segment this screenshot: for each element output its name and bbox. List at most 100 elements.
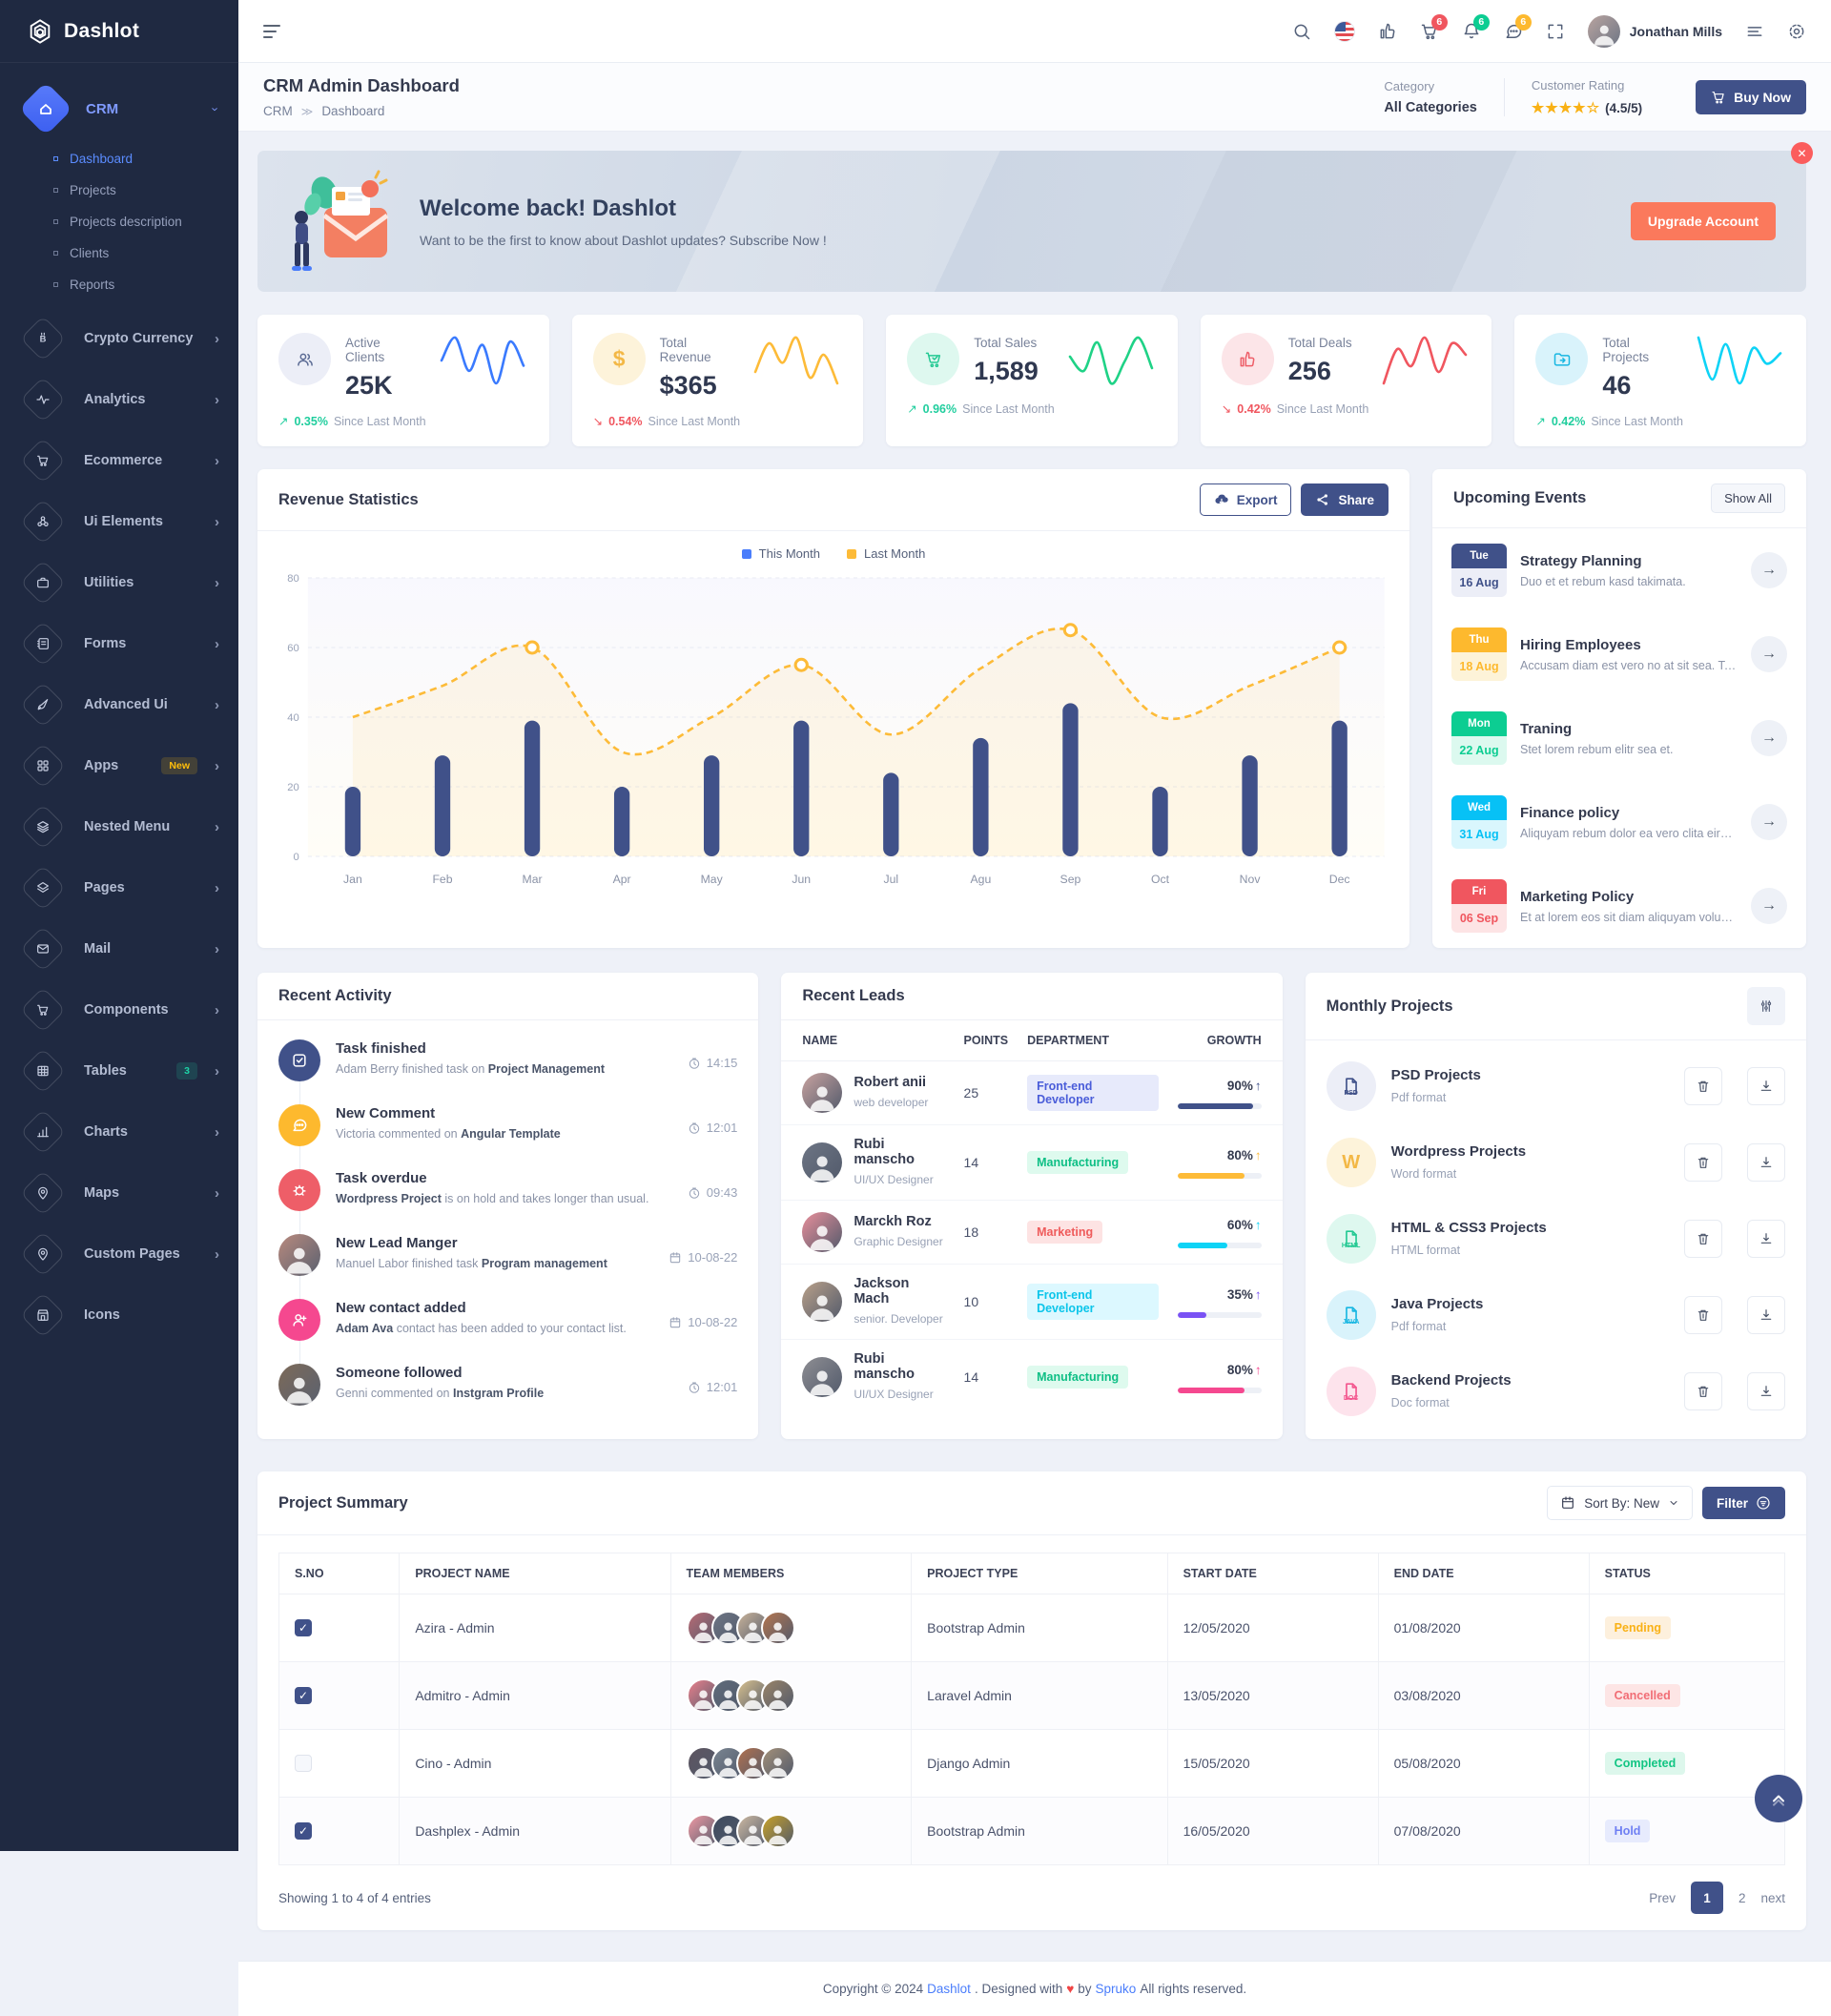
sidebar-item-forms[interactable]: Forms› — [0, 613, 238, 674]
sort-by-dropdown[interactable]: Sort By: New — [1547, 1486, 1693, 1520]
sidebar-item-ui-elements[interactable]: Ui Elements› — [0, 491, 238, 552]
table-row[interactable]: ✓ Cino - Admin Django Admin 15/05/2020 0… — [279, 1730, 1785, 1798]
cart-icon[interactable]: 6 — [1420, 22, 1439, 41]
gear-icon[interactable] — [1787, 22, 1806, 41]
download-button[interactable] — [1747, 1143, 1785, 1182]
delete-button[interactable] — [1684, 1220, 1722, 1258]
pagination-page-1[interactable]: 1 — [1691, 1882, 1723, 1914]
user-menu[interactable]: Jonathan Mills — [1588, 15, 1722, 48]
table-row[interactable]: Jackson Mach senior. Developer 10 Front-… — [781, 1265, 1282, 1340]
sidebar-group-crm[interactable]: CRM › — [0, 78, 238, 141]
footer-company-link[interactable]: Spruko — [1096, 1982, 1137, 1996]
legend-last-month[interactable]: Last Month — [847, 546, 925, 561]
sidebar-item-ecommerce[interactable]: Ecommerce› — [0, 430, 238, 491]
table-row[interactable]: Rubi manscho UI/UX Designer 14 Manufactu… — [781, 1340, 1282, 1415]
sidebar-item-projects[interactable]: Projects — [0, 175, 238, 206]
arrow-right-icon[interactable]: → — [1751, 804, 1787, 840]
table-row[interactable]: ✓ Dashplex - Admin Bootstrap Admin 16/05… — [279, 1798, 1785, 1865]
column-header[interactable]: END DATE — [1378, 1553, 1589, 1594]
buy-now-button[interactable]: Buy Now — [1696, 80, 1806, 114]
table-row[interactable]: Rubi manscho UI/UX Designer 14 Manufactu… — [781, 1125, 1282, 1201]
sparkline-chart — [1379, 333, 1471, 388]
logo[interactable]: Dashlot — [0, 0, 238, 63]
table-row[interactable]: Robert anii web developer 25 Front-end D… — [781, 1061, 1282, 1125]
column-header[interactable]: STATUS — [1589, 1553, 1784, 1594]
row-checkbox[interactable]: ✓ — [295, 1822, 312, 1840]
arrow-right-icon[interactable]: → — [1751, 552, 1787, 588]
footer-brand-link[interactable]: Dashlot — [927, 1982, 971, 1996]
sidebar-item-analytics[interactable]: Analytics› — [0, 369, 238, 430]
app-title: Dashlot — [64, 20, 139, 43]
arrow-right-icon[interactable]: → — [1751, 888, 1787, 924]
sidebar-item-dashboard[interactable]: Dashboard — [0, 143, 238, 175]
sidebar-item-clients[interactable]: Clients — [0, 237, 238, 269]
sidebar-item-reports[interactable]: Reports — [0, 269, 238, 300]
upgrade-account-button[interactable]: Upgrade Account — [1631, 202, 1776, 240]
delete-button[interactable] — [1684, 1296, 1722, 1334]
breadcrumb-root[interactable]: CRM — [263, 104, 293, 118]
table-row[interactable]: Marckh Roz Graphic Designer 18 Marketing… — [781, 1201, 1282, 1265]
arrow-right-icon[interactable]: → — [1751, 720, 1787, 756]
column-header[interactable]: PROJECT NAME — [400, 1553, 670, 1594]
column-header[interactable]: START DATE — [1167, 1553, 1378, 1594]
download-button[interactable] — [1747, 1067, 1785, 1105]
row-checkbox[interactable]: ✓ — [295, 1687, 312, 1704]
column-header[interactable]: GROWTH — [1168, 1020, 1283, 1061]
legend-this-month[interactable]: This Month — [742, 546, 820, 561]
project-title: PSD Projects — [1391, 1067, 1659, 1083]
pagination-prev[interactable]: Prev — [1649, 1891, 1676, 1905]
stat-title: Active Clients — [345, 336, 422, 364]
column-header[interactable]: PROJECT TYPE — [912, 1553, 1167, 1594]
delete-button[interactable] — [1684, 1143, 1722, 1182]
list-menu-icon[interactable] — [1745, 22, 1764, 41]
category-value[interactable]: All Categories — [1384, 100, 1477, 115]
download-button[interactable] — [1747, 1372, 1785, 1410]
fullscreen-icon[interactable] — [1546, 22, 1565, 41]
language-flag-icon[interactable] — [1334, 21, 1355, 42]
sidebar-item-projects-description[interactable]: Projects description — [0, 206, 238, 237]
sidebar-item-components[interactable]: Components› — [0, 979, 238, 1040]
arrow-right-icon[interactable]: → — [1751, 636, 1787, 672]
sidebar-item-charts[interactable]: Charts› — [0, 1101, 238, 1162]
column-header[interactable]: POINTS — [955, 1020, 1018, 1061]
delete-button[interactable] — [1684, 1372, 1722, 1410]
sidebar-item-mail[interactable]: Mail› — [0, 918, 238, 979]
pagination-page-2[interactable]: 2 — [1738, 1891, 1746, 1905]
notifications-bell-icon[interactable]: 6 — [1462, 22, 1481, 41]
column-header[interactable]: DEPARTMENT — [1018, 1020, 1168, 1061]
sidebar-item-nested-menu[interactable]: Nested Menu› — [0, 796, 238, 857]
table-row[interactable]: ✓ Azira - Admin Bootstrap Admin 12/05/20… — [279, 1594, 1785, 1662]
share-button[interactable]: Share — [1301, 483, 1389, 516]
scroll-to-top-button[interactable] — [1755, 1775, 1802, 1822]
sidebar-item-utilities[interactable]: Utilities› — [0, 552, 238, 613]
sidebar-item-pages[interactable]: Pages› — [0, 857, 238, 918]
close-icon[interactable]: ✕ — [1791, 142, 1813, 164]
sidebar-item-maps[interactable]: Maps› — [0, 1162, 238, 1224]
stat-percent: 0.35% — [294, 415, 327, 428]
menu-toggle-icon[interactable] — [263, 25, 280, 38]
export-button[interactable]: Export — [1200, 483, 1292, 516]
activity-item: New Comment Victoria commented on Angula… — [278, 1093, 737, 1158]
search-icon[interactable] — [1292, 22, 1311, 41]
download-button[interactable] — [1747, 1220, 1785, 1258]
sidebar-item-icons[interactable]: Icons — [0, 1285, 238, 1346]
row-checkbox[interactable]: ✓ — [295, 1619, 312, 1636]
pagination-next[interactable]: next — [1760, 1891, 1785, 1905]
messages-chat-icon[interactable]: 6 — [1504, 22, 1523, 41]
row-checkbox[interactable]: ✓ — [295, 1755, 312, 1772]
delete-button[interactable] — [1684, 1067, 1722, 1105]
sidebar-item-custom-pages[interactable]: Custom Pages› — [0, 1224, 238, 1285]
column-header[interactable]: NAME — [781, 1020, 954, 1061]
column-header[interactable]: S.NO — [279, 1553, 400, 1594]
table-row[interactable]: ✓ Admitro - Admin Laravel Admin 13/05/20… — [279, 1662, 1785, 1730]
sliders-icon[interactable] — [1747, 987, 1785, 1025]
sidebar-item-advanced-ui[interactable]: Advanced Ui› — [0, 674, 238, 735]
show-all-button[interactable]: Show All — [1711, 483, 1785, 513]
like-icon[interactable] — [1378, 22, 1397, 41]
filter-button[interactable]: Filter — [1702, 1487, 1785, 1519]
download-button[interactable] — [1747, 1296, 1785, 1334]
column-header[interactable]: TEAM MEMBERS — [670, 1553, 912, 1594]
